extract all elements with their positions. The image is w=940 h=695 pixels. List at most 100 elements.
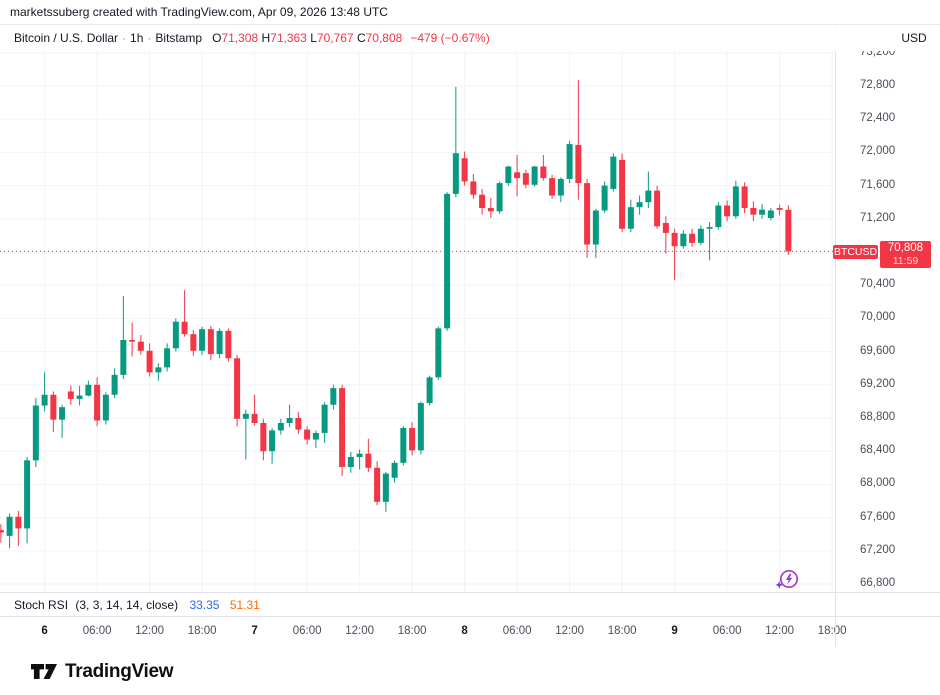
chart-canvas[interactable] <box>0 50 836 593</box>
open-value: 71,308 <box>221 31 259 45</box>
time-tick-label: 06:00 <box>292 625 322 637</box>
candle-body <box>146 350 153 373</box>
time-tick-label: 18:00 <box>607 625 637 637</box>
candle-body <box>347 457 354 467</box>
time-tick-label: 7 <box>251 625 258 637</box>
price-tick-label: 72,400 <box>860 112 896 125</box>
tradingview-mark-icon <box>31 664 57 679</box>
time-tick-label: 06:00 <box>712 625 742 637</box>
candle-body <box>374 467 381 502</box>
candle-body <box>627 207 634 229</box>
interval-label[interactable]: 1h <box>130 31 144 45</box>
price-tick-label: 71,200 <box>860 211 896 224</box>
price-tick-label: 72,800 <box>860 79 896 91</box>
candle-body <box>356 453 363 458</box>
bar-countdown: 11:59 <box>892 255 919 267</box>
price-axis-border <box>835 25 836 646</box>
time-tick-label: 12:00 <box>765 625 794 637</box>
legend-separator: · <box>147 31 152 45</box>
high-key: H <box>261 31 271 45</box>
candle-body <box>549 178 556 196</box>
candle-body <box>689 233 696 243</box>
last-price-value: 70,808 <box>887 242 924 254</box>
candle-body <box>444 193 451 329</box>
time-tick-label: 6 <box>41 625 48 637</box>
tradingview-logo[interactable]: TradingView <box>30 657 174 687</box>
candle-body <box>514 172 521 179</box>
candle-body <box>741 186 748 209</box>
candle-body <box>67 391 74 399</box>
candle-body <box>129 339 136 342</box>
indicator-params: (3, 3, 14, 14, close) <box>75 598 179 612</box>
candle-body <box>41 394 48 406</box>
price-tick-label: 68,800 <box>860 411 896 423</box>
time-tick-label: 12:00 <box>555 625 584 637</box>
candle-body <box>417 403 424 451</box>
candle-body <box>295 418 302 430</box>
candle-body <box>50 394 57 420</box>
candle-body <box>566 144 573 179</box>
price-tick-label: 67,600 <box>860 510 896 523</box>
candle-body <box>715 205 722 228</box>
price-tick-label: 70,000 <box>860 311 896 324</box>
candle-body <box>59 407 66 420</box>
candle-body <box>636 202 643 208</box>
candle-body <box>479 194 486 209</box>
time-tick-label: 18:00 <box>187 625 217 637</box>
last-price-label: 70,808 11:59 <box>880 241 931 268</box>
candle-body <box>286 418 293 423</box>
candle-body <box>531 166 538 185</box>
attribution-bar: marketssuberg created with TradingView.c… <box>0 0 940 25</box>
candle-body <box>697 228 704 243</box>
time-tick-label: 18:00 <box>817 625 847 637</box>
candle-body <box>557 178 564 196</box>
exchange-label: Bitstamp <box>155 31 203 45</box>
candle-body <box>680 233 687 247</box>
symbol-legend: Bitcoin / U.S. Dollar · 1h · Bitstamp O71,308… <box>14 31 490 45</box>
price-tick-label: 68,400 <box>860 444 896 457</box>
price-tick-label: 71,600 <box>860 178 896 191</box>
candle-body <box>312 432 319 440</box>
candle-body <box>6 516 13 536</box>
candle-body <box>592 210 599 245</box>
candle-body <box>645 190 652 203</box>
candle-body <box>225 330 232 359</box>
candle-body <box>304 429 311 440</box>
candle-body <box>190 334 197 351</box>
candle-body <box>759 209 766 215</box>
stoch-d-value: 51.31 <box>229 598 260 612</box>
time-axis[interactable]: 6 06:00 12:00 18:00 7 06:00 12:00 18:00 8 06:00 12… <box>0 617 940 646</box>
candle-body <box>251 413 258 423</box>
candle-body <box>540 166 547 179</box>
candle-body <box>382 473 389 502</box>
currency-label[interactable]: USD <box>901 31 927 45</box>
indicator-name[interactable]: Stoch RSI <box>14 598 69 612</box>
price-tick-label: 66,800 <box>860 577 896 589</box>
open-key: O <box>212 31 222 45</box>
candle-body <box>216 330 223 355</box>
time-tick-label: 18:00 <box>397 625 427 637</box>
tradingview-logo-text: TradingView <box>65 661 174 682</box>
pane-separator[interactable] <box>0 592 940 593</box>
candle-body <box>496 183 503 212</box>
candle-body <box>452 153 459 194</box>
candle-body <box>706 227 713 229</box>
legend-separator: · <box>122 31 127 45</box>
candle-body <box>750 208 757 215</box>
candle-body <box>94 384 101 421</box>
last-price-symbol-badge: BTCUSD <box>833 245 878 259</box>
symbol-title[interactable]: Bitcoin / U.S. Dollar <box>14 31 119 45</box>
candle-body <box>277 422 284 431</box>
price-axis[interactable]: 73,200 72,800 72,400 72,000 71,600 71,200 70,4… <box>836 46 940 592</box>
price-tick-label: 67,200 <box>860 543 896 556</box>
candle-body <box>767 210 774 218</box>
candle-body <box>32 405 39 461</box>
stoch-k-value: 33.35 <box>189 598 220 612</box>
boost-lightning-icon[interactable] <box>773 567 801 593</box>
candle-body <box>15 516 22 529</box>
candle-body <box>207 329 214 355</box>
time-tick-label: 12:00 <box>135 625 164 637</box>
change-value: −479 (−0.67%) <box>410 31 490 45</box>
candle-body <box>785 209 792 252</box>
